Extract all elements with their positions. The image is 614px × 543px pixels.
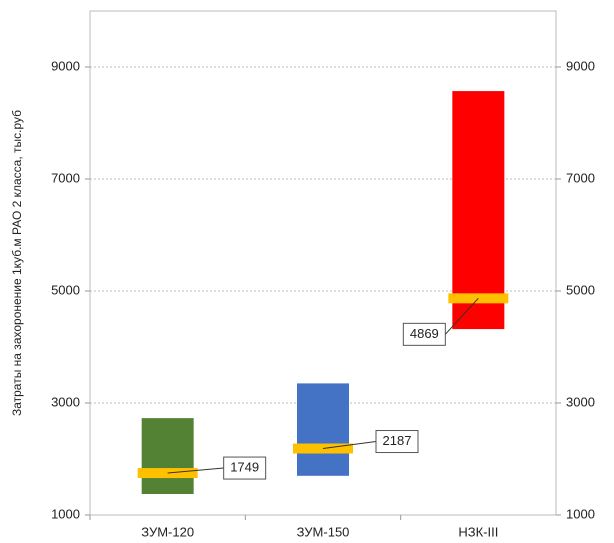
leader-line [444,297,479,335]
data-label: 2187 [383,433,412,448]
leader-line [322,441,377,450]
data-label: 1749 [230,459,259,474]
y-tick-label: 9000 [51,58,80,73]
y2-tick-label: 1000 [566,506,595,521]
label-box [375,430,419,454]
y-tick-label: 7000 [51,170,80,185]
label-box [402,322,446,346]
y-axis-label: Затраты на захоронение 1куб.м РАО 2 клас… [10,110,24,416]
range-bar [297,383,349,476]
y-tick-label: 1000 [51,506,80,521]
x-tick-label: ЗУМ-120 [141,524,194,539]
y2-tick-label: 7000 [566,170,595,185]
label-box [223,456,267,480]
range-bar [452,91,505,330]
x-tick-label: НЗК-III [458,524,498,539]
x-tick-label: ЗУМ-150 [297,524,350,539]
y2-tick-label: 9000 [566,58,595,73]
y2-tick-label: 5000 [566,282,595,297]
y-tick-label: 5000 [51,282,80,297]
y2-tick-label: 3000 [566,394,595,409]
data-label: 4869 [410,326,439,341]
range-bar [141,418,194,494]
y-tick-label: 3000 [51,394,80,409]
leader-line [167,467,224,474]
